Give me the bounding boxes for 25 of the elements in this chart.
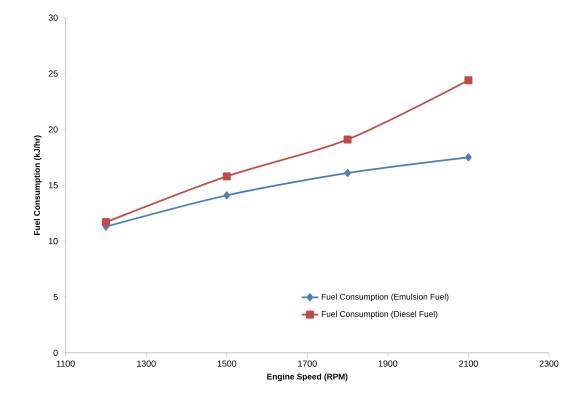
point: [224, 191, 230, 200]
y-tick-label: 25: [48, 70, 58, 77]
x-tick-label: 1100: [56, 360, 75, 367]
y-tick-label: 20: [48, 126, 58, 133]
x-tick-label: 1300: [137, 360, 156, 367]
x-tick-label: 2300: [540, 360, 558, 367]
x-tick-label: 2100: [459, 360, 478, 367]
legend-label: Fuel Consumption (Emulsion Fuel): [322, 294, 448, 302]
x-tick-label: 1700: [298, 360, 317, 367]
y-tick-label: 0: [54, 350, 58, 356]
point: [222, 172, 231, 180]
point: [465, 153, 472, 162]
y-axis-title: Fuel Consumption (kJ/hr): [34, 136, 42, 236]
y-tick-label: 5: [54, 294, 58, 300]
x-tick-label: 1500: [218, 360, 236, 367]
point: [344, 169, 351, 178]
y-tick-label: 10: [48, 238, 58, 244]
x-axis-title: Engine Speed (RPM): [267, 374, 348, 382]
point: [102, 218, 110, 226]
y-tick-label: 15: [48, 182, 58, 188]
point: [344, 136, 352, 144]
x-tick-label: 1900: [378, 360, 398, 367]
legend-label: Fuel Consumption (Diesel Fuel): [322, 310, 438, 319]
y-tick-label: 30: [48, 14, 58, 21]
point: [464, 76, 472, 84]
